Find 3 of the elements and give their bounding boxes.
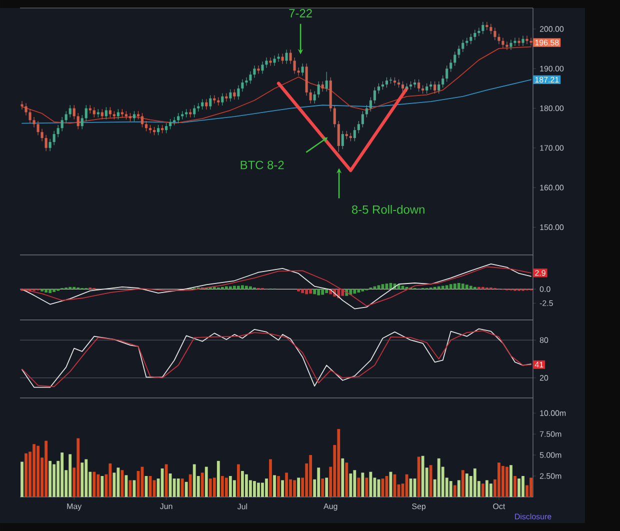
annotation: 7-22 xyxy=(289,8,312,18)
annotation: 8-5 Roll-down xyxy=(352,205,424,214)
annotation: BTC 8-2 xyxy=(240,160,284,170)
